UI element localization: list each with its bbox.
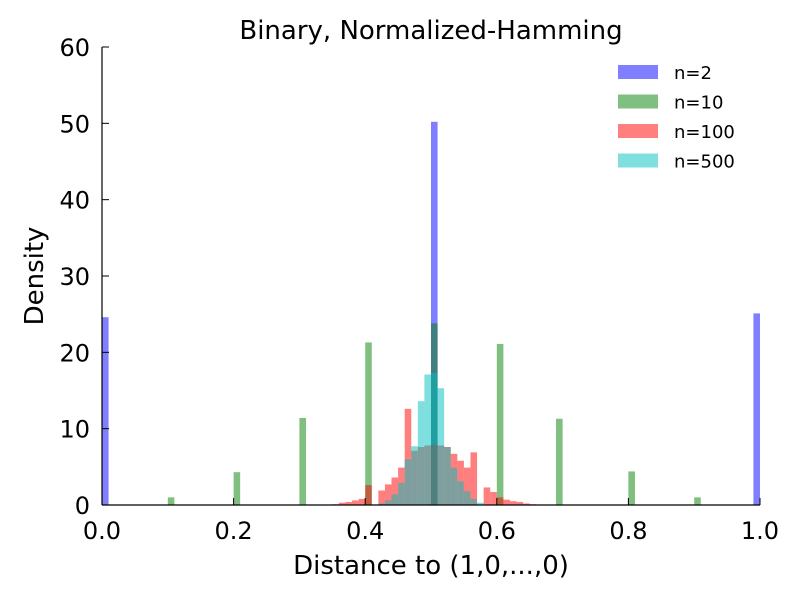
x-tick-label: 1.0 bbox=[741, 517, 779, 545]
histogram-bar-n=500 bbox=[477, 502, 484, 505]
histogram-bar-n=2 bbox=[102, 317, 109, 505]
histogram-bar-n=2 bbox=[431, 121, 438, 505]
legend-swatch bbox=[618, 153, 658, 168]
histogram-bar-n=2 bbox=[753, 313, 760, 505]
histogram-bar-n=100 bbox=[338, 502, 346, 505]
histogram-bar-n=10 bbox=[694, 497, 701, 505]
histogram-bar-n=100 bbox=[404, 408, 412, 505]
histogram-bar-n=10 bbox=[299, 417, 306, 505]
histogram-bar-n=100 bbox=[483, 487, 491, 505]
legend-swatch bbox=[618, 65, 658, 79]
legend: n=2 n=10 n=100 n=500 bbox=[618, 63, 735, 173]
histogram-bar-n=500 bbox=[384, 500, 392, 505]
histogram-bar-n=500 bbox=[404, 459, 412, 505]
x-tick-label: 0.4 bbox=[346, 517, 384, 545]
histogram-bar-n=500 bbox=[431, 372, 438, 505]
histogram-bar-n=100 bbox=[345, 501, 353, 505]
histogram-bar-n=500 bbox=[450, 467, 458, 505]
histogram-bar-n=100 bbox=[384, 484, 392, 505]
y-tick-label: 20 bbox=[59, 339, 90, 367]
histogram-bar-n=100 bbox=[470, 452, 478, 505]
histogram-bar-n=100 bbox=[358, 498, 366, 505]
histogram-bar-n=100 bbox=[378, 490, 385, 505]
histogram-bar-n=500 bbox=[437, 388, 445, 505]
histogram-bar-n=500 bbox=[417, 401, 425, 505]
histogram-bar-n=10 bbox=[628, 471, 635, 505]
legend-label: n=2 bbox=[674, 63, 712, 84]
x-axis-title: Distance to (1,0,...,0) bbox=[293, 551, 569, 581]
x-tick-label: 0.2 bbox=[215, 517, 253, 545]
histogram-bar-n=100 bbox=[391, 477, 399, 505]
legend-swatch bbox=[618, 94, 658, 109]
x-tick-label: 0.0 bbox=[83, 517, 121, 545]
histogram-bar-n=500 bbox=[470, 498, 478, 505]
x-tick-label: 0.6 bbox=[478, 517, 516, 545]
histogram-bar-n=100 bbox=[523, 503, 530, 505]
histogram-bar-n=500 bbox=[444, 446, 451, 505]
legend-label: n=100 bbox=[674, 122, 735, 143]
y-tick-label: 40 bbox=[59, 187, 90, 215]
legend-label: n=500 bbox=[674, 152, 735, 173]
histogram-bar-n=100 bbox=[496, 497, 504, 505]
histogram-bar-n=100 bbox=[509, 501, 517, 505]
histogram-bar-n=500 bbox=[391, 494, 399, 505]
histogram-bar-n=500 bbox=[463, 491, 471, 505]
y-tick-label: 10 bbox=[59, 416, 90, 444]
histogram-bar-n=500 bbox=[398, 482, 405, 505]
histogram-bar-n=500 bbox=[424, 374, 431, 505]
histogram-bar-n=100 bbox=[463, 467, 471, 505]
histogram-bar-n=100 bbox=[365, 485, 372, 505]
histogram-bar-n=10 bbox=[556, 418, 563, 505]
histogram-bar-n=10 bbox=[167, 497, 175, 505]
ticks-layer: 0.0 0.2 0.4 0.6 0.8 1.0 0 10 20 30 40 50 60 bbox=[59, 34, 779, 545]
y-tick-label: 50 bbox=[59, 110, 90, 138]
y-tick-label: 0 bbox=[75, 492, 90, 520]
y-tick-label: 60 bbox=[59, 34, 90, 62]
histogram-bar-n=100 bbox=[352, 500, 359, 505]
legend-label: n=10 bbox=[674, 93, 723, 114]
x-tick-label: 0.8 bbox=[609, 517, 647, 545]
bars-layer bbox=[102, 121, 760, 505]
histogram-bar-n=100 bbox=[516, 501, 524, 505]
legend-swatch bbox=[618, 124, 658, 138]
chart-title: Binary, Normalized-Hamming bbox=[239, 16, 622, 46]
histogram-bar-n=100 bbox=[490, 492, 497, 505]
histogram-bar-n=500 bbox=[457, 481, 464, 505]
histogram-bar-n=500 bbox=[378, 503, 385, 505]
histogram-bar-n=10 bbox=[365, 342, 372, 505]
y-axis-title: Density bbox=[20, 227, 50, 326]
histogram-bar-n=10 bbox=[233, 472, 241, 505]
histogram-bar-n=500 bbox=[411, 446, 418, 505]
y-tick-label: 30 bbox=[59, 263, 90, 291]
histogram-bar-n=100 bbox=[503, 499, 510, 505]
histogram-bar-n=10 bbox=[496, 343, 504, 505]
